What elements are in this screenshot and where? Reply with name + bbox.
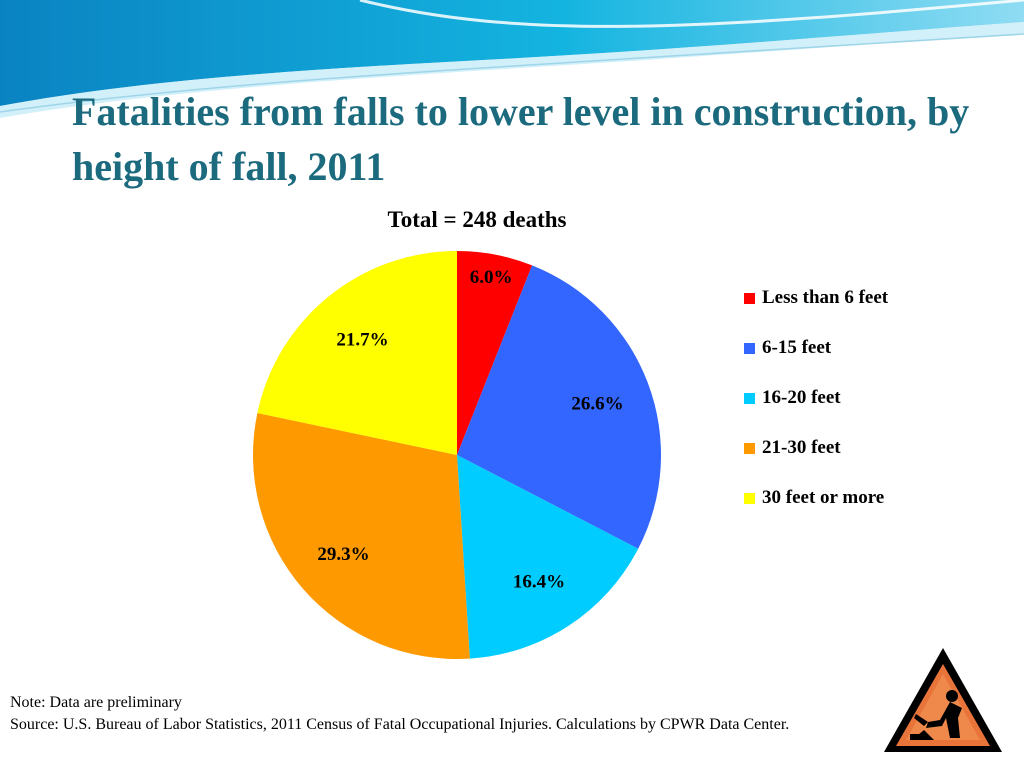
pie-slice-21-30-feet bbox=[252, 413, 470, 660]
pie-slice-label-30-feet-or-more: 21.7% bbox=[336, 330, 388, 351]
legend-item-6-15-feet: 6-15 feet bbox=[744, 334, 1014, 362]
pie-slice-label-16-20-feet: 16.4% bbox=[513, 572, 565, 593]
legend-swatch bbox=[744, 292, 755, 304]
legend-item-30-feet-or-more: 30 feet or more bbox=[744, 484, 1014, 512]
legend-swatch bbox=[744, 492, 755, 504]
legend-item-less-than-6-feet: Less than 6 feet bbox=[744, 284, 1014, 312]
legend-item-21-30-feet: 21-30 feet bbox=[744, 434, 1014, 462]
legend-label: 30 feet or more bbox=[762, 487, 885, 508]
legend-label: 21-30 feet bbox=[762, 437, 841, 458]
legend-swatch bbox=[744, 392, 755, 404]
pie-slice-label-21-30-feet: 29.3% bbox=[317, 544, 369, 565]
chart-legend: Less than 6 feet 6-15 feet 16-20 feet 21-30… bbox=[744, 284, 1014, 534]
source-text: Source: U.S. Bureau of Labor Statistics,… bbox=[10, 716, 790, 733]
legend-item-16-20-feet: 16-20 feet bbox=[744, 384, 1014, 412]
pie-slice-6-15-feet bbox=[457, 265, 661, 549]
pie-slice-label-less-than-6-feet: 6.0% bbox=[470, 267, 513, 288]
construction-worker-warning-sign-icon bbox=[884, 648, 1002, 752]
pie-slice-less-than-6-feet bbox=[457, 251, 533, 455]
legend-swatch bbox=[744, 442, 755, 454]
chart-title: Total = 248 deaths bbox=[387, 207, 567, 232]
note-text: Note: Data are preliminary bbox=[10, 694, 182, 711]
legend-label: Less than 6 feet bbox=[762, 287, 889, 308]
footnote: Note: Data are preliminary Source: U.S. … bbox=[10, 692, 840, 736]
legend-label: 16-20 feet bbox=[762, 387, 841, 408]
pie-slice-16-20-feet bbox=[457, 455, 639, 659]
slide-title: Fatalities from falls to lower level in … bbox=[72, 89, 970, 189]
legend-label: 6-15 feet bbox=[762, 337, 832, 358]
header-banner bbox=[0, 0, 1024, 118]
legend-swatch bbox=[744, 342, 755, 354]
pie-slice-30-feet-or-more bbox=[257, 251, 457, 455]
pie-slice-label-6-15-feet: 26.6% bbox=[571, 393, 623, 414]
